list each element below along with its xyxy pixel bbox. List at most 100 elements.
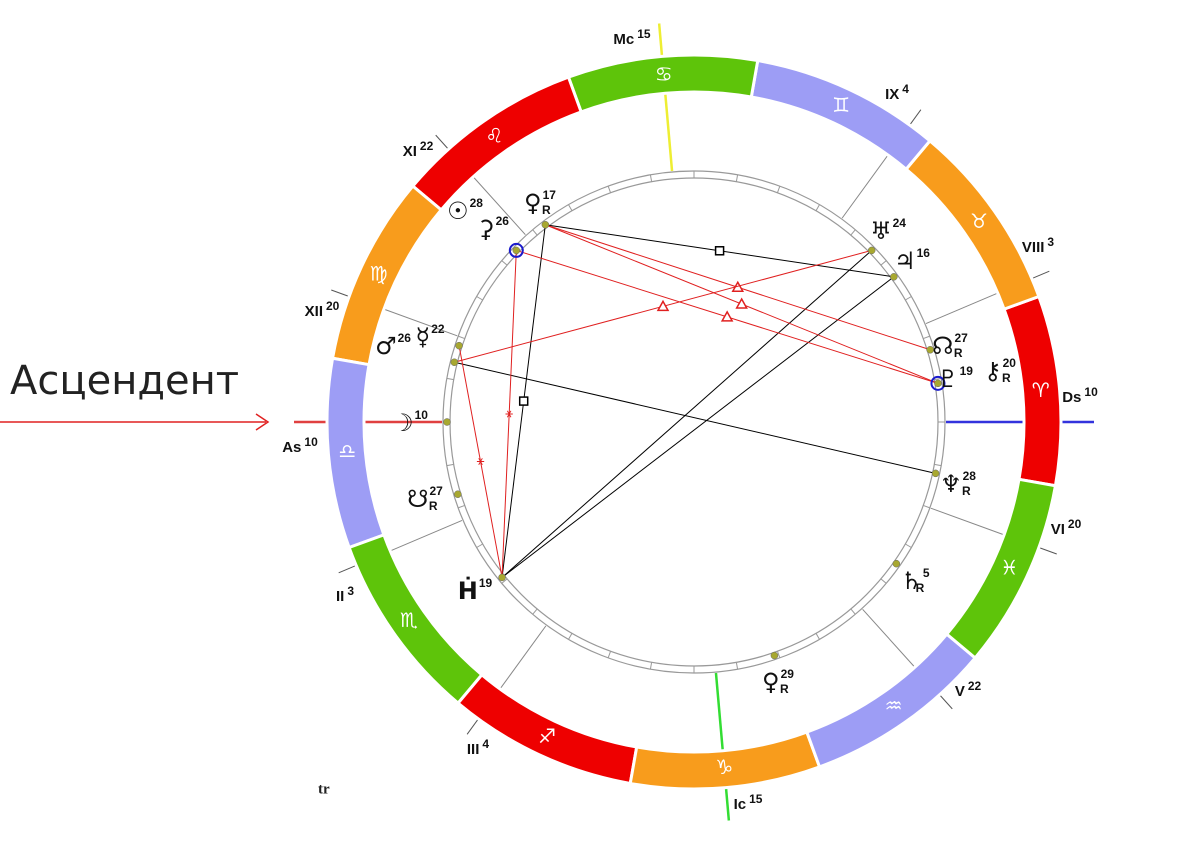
house-cusp: [930, 507, 1005, 536]
planet-glyph: ♅: [870, 217, 892, 245]
zodiac-glyph: ♊: [832, 93, 850, 117]
house-name: Ic: [734, 796, 747, 813]
planet-degree: 28: [470, 196, 484, 210]
planet-dot: [926, 346, 934, 354]
planet-glyph: ♂: [375, 332, 397, 360]
degree-tick: [457, 335, 465, 340]
house-cusp: [499, 625, 547, 690]
degree-tick: [446, 377, 454, 381]
house-tick: [909, 109, 922, 126]
planet-degree: 27: [954, 331, 968, 345]
degree-tick: [735, 174, 739, 182]
aspect-line: [501, 250, 873, 578]
house-degree: 10: [304, 435, 318, 449]
planet-glyph: ♄: [900, 567, 922, 595]
house-degree: 10: [1084, 385, 1098, 399]
planet-dot: [450, 358, 459, 366]
planet-highlight: [930, 375, 946, 391]
degree-tick: [476, 296, 483, 301]
planet-degree: 22: [431, 322, 445, 336]
degree-tick: [649, 174, 653, 182]
house-label: XI 22: [403, 139, 434, 160]
house-degree: 15: [637, 27, 651, 41]
house-tick: [338, 564, 357, 574]
zodiac-glyph: ♏: [400, 608, 418, 632]
house-name: XII: [305, 303, 323, 320]
house-tick: [1038, 547, 1057, 555]
planet-label: ♀17 R: [524, 188, 556, 217]
zodiac-glyph: ♒: [885, 694, 903, 718]
planet-degree: 10: [415, 408, 429, 422]
planet-glyph: ☊: [932, 332, 953, 360]
planet-label: ♄5 R: [900, 566, 930, 595]
degree-tick: [649, 662, 653, 670]
house-degree: 4: [482, 737, 489, 751]
house-cusp: [862, 608, 916, 668]
planet-dot: [890, 273, 898, 281]
planet-glyph: ☿: [415, 323, 430, 351]
planet-degree: 19: [960, 364, 974, 378]
aspect-line: [501, 276, 895, 578]
degree-tick: [776, 185, 781, 193]
house-name: VI: [1051, 521, 1065, 538]
degree-tick: [905, 543, 912, 548]
planet-degree: 17: [543, 188, 557, 202]
planet-highlight: [508, 242, 524, 258]
planet-dot: [512, 246, 521, 255]
zodiac-glyph: ♐: [538, 724, 556, 748]
house-cusp: [390, 520, 463, 552]
house-degree: 20: [326, 299, 340, 313]
angle-axis: [714, 672, 731, 821]
planet-dot: [867, 246, 876, 255]
house-name: III: [467, 741, 480, 758]
planet-glyph: ♃: [894, 247, 916, 275]
planet-glyph: Ḣ: [458, 575, 478, 605]
ascendant-annotation: Асцендент: [10, 358, 239, 404]
degree-tick: [501, 578, 508, 584]
zodiac-glyph: ♌: [485, 123, 503, 147]
planet-retro: R: [916, 581, 925, 595]
planet-degree: 19: [479, 576, 493, 590]
house-tick: [435, 134, 449, 150]
footer-mark: tr: [318, 781, 330, 797]
aspect-line: [454, 361, 936, 474]
aspect-trine: [656, 299, 670, 312]
planet-label: ☋27 R: [407, 484, 443, 513]
planet-dot: [934, 379, 942, 388]
house-tick: [466, 718, 479, 735]
zodiac-glyph: ♎: [338, 439, 356, 463]
planet-label: Ḣ19: [458, 575, 493, 605]
zodiac-segment: [944, 477, 1058, 661]
planet-glyph: ♆: [940, 470, 962, 498]
aspect-square: [518, 396, 529, 406]
angle-axis: [657, 23, 674, 172]
planet-label: ☉28: [447, 196, 483, 225]
house-tick: [331, 289, 350, 297]
planet-degree: 26: [496, 214, 510, 228]
degree-tick: [446, 463, 454, 467]
planet-glyph: ☋: [407, 485, 428, 513]
planet-label: ♇19: [937, 364, 973, 393]
planet-glyph: ♀: [524, 189, 542, 217]
planet-label: ☿22: [415, 322, 444, 351]
degree-tick: [457, 504, 465, 509]
planet-retro: R: [1002, 371, 1011, 385]
planet-degree: 29: [781, 667, 795, 681]
house-label: IX 4: [885, 82, 909, 103]
house-label: V 22: [955, 679, 982, 700]
house-degree: 22: [968, 679, 982, 693]
planet-dot: [498, 573, 506, 582]
house-tick: [1031, 270, 1050, 280]
house-degree: 15: [749, 792, 763, 806]
planet-glyph: ♇: [937, 365, 959, 393]
house-label: Mc 15: [613, 27, 651, 48]
house-name: V: [955, 683, 965, 700]
planet-degree: 26: [398, 331, 412, 345]
house-label: VIII 3: [1022, 235, 1055, 256]
house-name: Mc: [613, 31, 634, 48]
planet-dot: [454, 490, 462, 498]
planet-retro: R: [542, 203, 551, 217]
degree-tick: [532, 608, 538, 615]
planet-dot: [770, 651, 779, 660]
